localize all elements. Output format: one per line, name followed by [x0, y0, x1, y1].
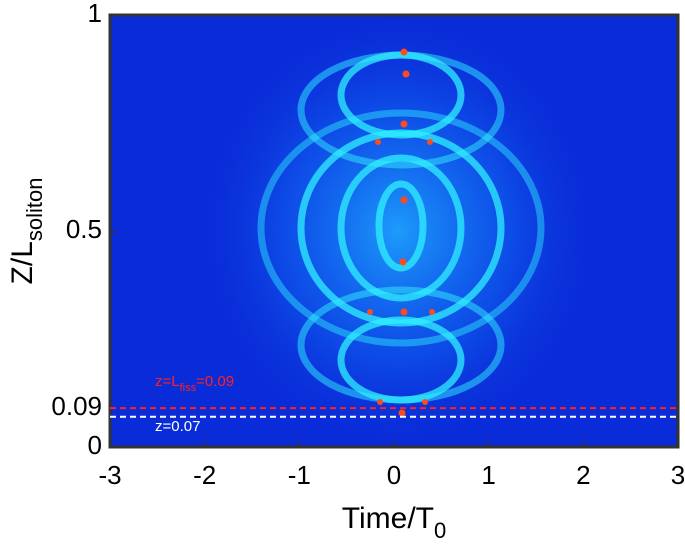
annotation: z=0.07: [155, 418, 200, 435]
annotation-text: z=L: [155, 373, 180, 390]
y-axis-label: Z/Lsoliton: [6, 178, 47, 285]
x-tick-label: -1: [288, 460, 311, 490]
x-tick-label: 3: [671, 460, 685, 490]
annotation: z=Lfiss=0.09: [155, 373, 234, 394]
y-tick-label: 0.5: [66, 214, 102, 244]
x-tick-label: 1: [481, 460, 495, 490]
y-axis-label-sub: soliton: [22, 178, 47, 242]
x-axis-label-sub: 0: [434, 518, 446, 543]
y-tick-label: 1: [88, 0, 102, 28]
x-tick-label: -2: [193, 460, 216, 490]
y-tick-label: 0: [88, 430, 102, 460]
annotation-sub: fiss: [180, 382, 197, 394]
x-axis-label-main: Time/T: [342, 502, 434, 535]
y-axis-label-main: Z/L: [6, 241, 39, 284]
annotation-suffix: =0.09: [196, 373, 234, 390]
annotation-text: z=0.07: [155, 418, 200, 435]
x-tick-label: 2: [576, 460, 590, 490]
y-tick-label: 0.09: [51, 391, 102, 421]
x-tick-label: 0: [387, 460, 401, 490]
x-axis-label: Time/T0: [342, 502, 446, 543]
x-tick-label: -3: [98, 460, 121, 490]
heatmap-image: [110, 15, 678, 447]
